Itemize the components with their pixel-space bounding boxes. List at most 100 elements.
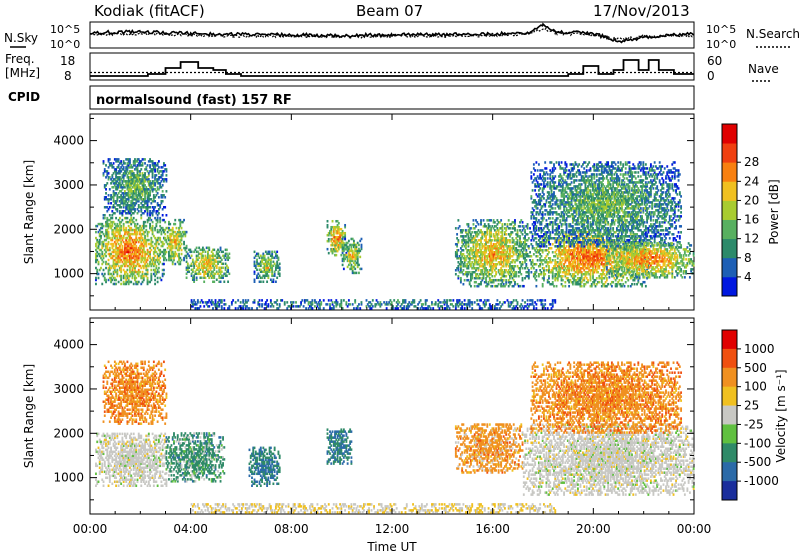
range-cell (103, 216, 106, 220)
range-cell (548, 191, 550, 194)
range-cell (132, 272, 135, 276)
range-cell (113, 258, 116, 262)
range-cell (120, 226, 123, 230)
range-cell (123, 228, 126, 232)
range-cell (126, 246, 129, 250)
range-cell (102, 224, 105, 228)
range-cell (120, 276, 123, 280)
range-cell (554, 175, 557, 178)
range-cell (96, 238, 99, 242)
freq-unit-label: [MHz] (5, 66, 40, 80)
range-cell (120, 258, 123, 262)
range-cell (111, 222, 114, 226)
range-cell (580, 183, 583, 186)
range-cell (127, 220, 130, 224)
range-cell (145, 224, 148, 228)
cpid-frame (89, 85, 695, 110)
range-cell (136, 262, 139, 266)
range-cell (134, 242, 136, 246)
range-cell (120, 242, 123, 246)
range-cell (130, 218, 133, 222)
range-cell (137, 268, 140, 272)
range-cell (223, 280, 226, 284)
range-cell (360, 267, 363, 271)
range-cell (159, 236, 162, 240)
range-cell (97, 276, 100, 280)
range-cell (116, 224, 119, 228)
range-cell (579, 171, 582, 174)
range-cell (565, 163, 568, 166)
range-cell (112, 242, 115, 246)
range-cell (129, 218, 131, 222)
range-cell (589, 243, 592, 246)
range-cell (144, 234, 146, 238)
range-cell (545, 219, 548, 222)
range-cell (530, 195, 533, 198)
range-cell (123, 250, 126, 254)
range-cell (135, 258, 138, 262)
range-cell (107, 252, 110, 256)
range-cell (97, 252, 100, 256)
range-cell (123, 270, 126, 274)
range-cell (134, 260, 136, 264)
range-cell (510, 280, 513, 284)
range-cell (117, 250, 120, 254)
range-cell (125, 236, 128, 240)
range-cell (134, 278, 136, 282)
range-cell (135, 264, 138, 268)
range-cell (105, 234, 107, 238)
range-cell (171, 226, 174, 230)
range-cell (589, 189, 592, 192)
range-cell (123, 230, 126, 234)
range-cell (475, 280, 477, 284)
range-cell (118, 258, 121, 262)
range-cell (467, 223, 470, 226)
range-cell (490, 219, 493, 222)
range-cell (129, 266, 131, 270)
range-cell (495, 270, 498, 274)
range-cell (116, 272, 119, 276)
range-cell (227, 280, 230, 284)
range-cell (136, 256, 139, 260)
range-cell (115, 260, 118, 264)
range-cell (164, 220, 167, 224)
range-cell (106, 224, 109, 228)
range-cell (126, 268, 129, 272)
range-cell (118, 234, 121, 238)
range-cell (624, 280, 627, 284)
range-cell (101, 250, 104, 254)
range-cell (134, 264, 136, 268)
range-cell (127, 242, 130, 246)
range-cell (534, 169, 537, 172)
range-cell (549, 243, 552, 246)
range-cell (132, 270, 135, 274)
range-cell (113, 248, 116, 252)
range-cell (545, 167, 548, 170)
range-cell (531, 235, 534, 238)
range-cell (135, 240, 138, 244)
range-cell (543, 266, 545, 270)
range-cell (598, 280, 601, 284)
range-cell (507, 219, 510, 222)
range-cell (134, 246, 136, 250)
range-cell (554, 167, 557, 170)
range-cell (155, 264, 158, 268)
range-cell (122, 228, 125, 232)
range-cell (135, 254, 138, 258)
range-cell (130, 248, 133, 252)
range-cell (525, 259, 528, 262)
range-cell (102, 260, 105, 264)
range-cell (522, 284, 525, 288)
range-cell (96, 250, 99, 254)
range-cell (125, 270, 128, 274)
range-cell (120, 236, 123, 240)
range-cell (112, 276, 115, 280)
range-cell (126, 232, 129, 236)
range-cell (521, 221, 524, 224)
range-cell (105, 232, 107, 236)
range-cell (253, 270, 256, 274)
range-cell (553, 237, 555, 240)
range-cell (560, 245, 563, 248)
range-cell (107, 226, 110, 230)
range-cell (111, 230, 114, 234)
